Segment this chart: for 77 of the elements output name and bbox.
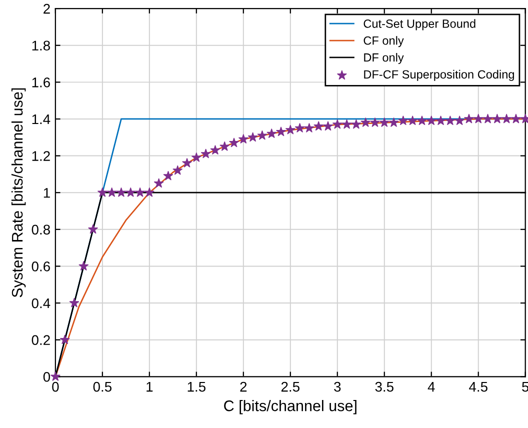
point	[436, 116, 446, 126]
legend-label: Cut-Set Upper Bound	[364, 19, 476, 30]
x-tick-label: 1	[146, 382, 153, 392]
point	[464, 114, 474, 124]
point	[445, 116, 456, 126]
point	[238, 134, 248, 144]
x-axis-title: C [bits/channel use]	[224, 400, 356, 414]
point	[154, 178, 164, 188]
point	[417, 116, 427, 126]
point	[380, 118, 390, 127]
point	[388, 118, 399, 127]
x-tick-label: 3.5	[375, 382, 394, 392]
point	[88, 224, 98, 234]
point	[163, 170, 174, 180]
point	[98, 188, 108, 197]
point	[220, 142, 230, 151]
point	[210, 145, 220, 154]
point	[351, 119, 362, 129]
point	[78, 261, 88, 270]
point	[408, 116, 418, 126]
point	[172, 165, 182, 175]
y-tick-label: 2	[44, 4, 50, 14]
point	[106, 188, 117, 197]
point	[492, 114, 502, 124]
point	[286, 124, 296, 134]
point	[116, 188, 126, 197]
point	[229, 138, 239, 148]
point	[502, 114, 512, 124]
point	[276, 126, 286, 136]
x-tick-label: 2	[240, 382, 247, 392]
point	[294, 123, 305, 132]
point	[248, 132, 258, 142]
y-tick-label: 1.4	[32, 114, 50, 124]
y-tick-label: 1.8	[32, 40, 50, 51]
legend-label: DF only	[364, 53, 404, 64]
x-tick-label: 0	[52, 382, 59, 392]
x-tick-label: 4	[428, 382, 435, 392]
point	[323, 121, 333, 131]
point	[192, 152, 202, 162]
point	[370, 118, 380, 127]
legend-label: CF only	[364, 36, 404, 48]
point	[266, 128, 276, 138]
x-tick-label: 1.5	[188, 382, 206, 392]
x-tick-label: 3	[334, 382, 341, 392]
y-tick-label: 1.2	[32, 151, 50, 161]
point	[182, 158, 192, 168]
point	[69, 298, 80, 308]
point	[426, 116, 436, 126]
y-tick-label: 1	[44, 188, 50, 198]
legend-label: DF-CF Superposition Coding	[364, 70, 514, 81]
point	[398, 116, 408, 126]
point	[314, 121, 324, 131]
point	[332, 119, 342, 129]
point	[342, 119, 352, 129]
x-tick-label: 0.5	[93, 382, 112, 392]
point	[60, 334, 70, 344]
point	[135, 188, 145, 197]
point	[482, 114, 493, 124]
y-tick-label: 0.2	[32, 335, 50, 345]
point	[257, 130, 268, 140]
point	[511, 114, 521, 124]
point	[360, 118, 370, 127]
y-tick-label: 0.6	[32, 262, 50, 272]
y-axis-title: System Rate [bits/channel use]	[11, 88, 26, 298]
point	[126, 188, 136, 197]
y-tick-label: 0	[43, 372, 50, 382]
y-tick-label: 0.8	[32, 224, 50, 235]
point	[304, 123, 314, 132]
point	[474, 114, 484, 124]
x-tick-label: 4.5	[469, 382, 488, 392]
x-tick-label: 2.5	[281, 382, 300, 392]
point	[200, 148, 211, 158]
y-tick-label: 1.6	[32, 78, 50, 88]
y-tick-label: 0.4	[32, 298, 50, 308]
point	[50, 372, 60, 381]
point	[144, 188, 154, 197]
point	[454, 116, 464, 126]
